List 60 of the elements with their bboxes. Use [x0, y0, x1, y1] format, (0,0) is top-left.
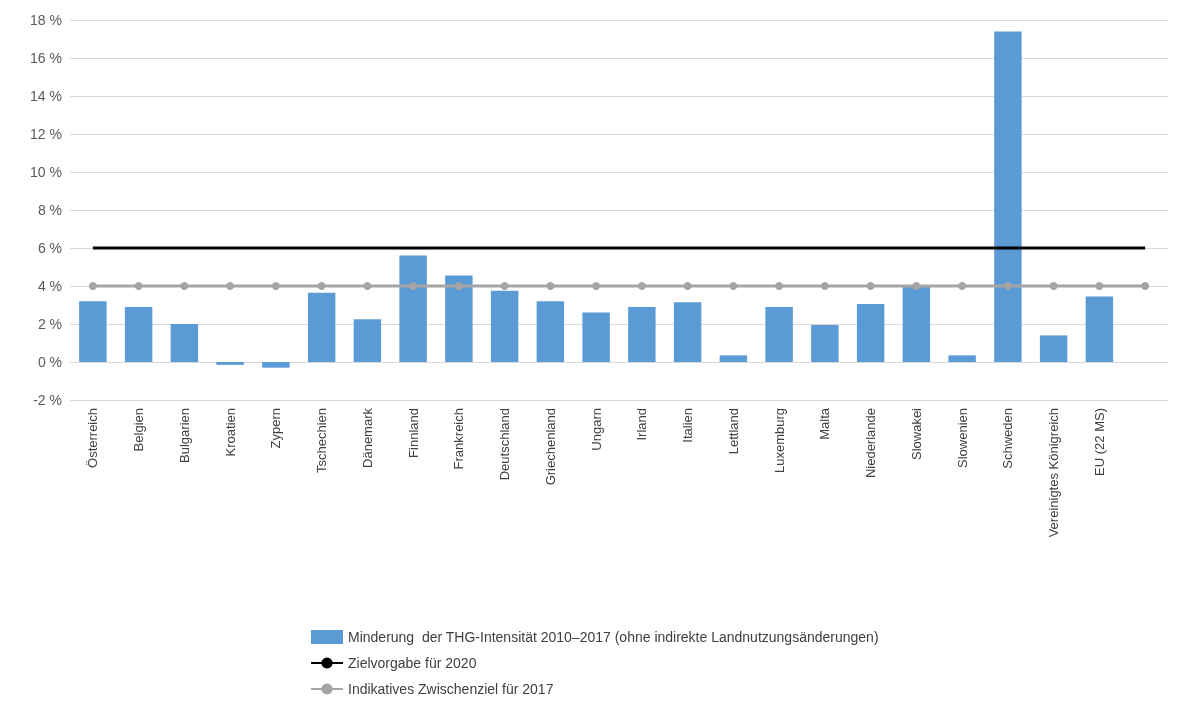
x-tick-label: Dänemark — [359, 407, 375, 468]
bar — [719, 355, 748, 362]
x-tick-label: Zypern — [268, 408, 284, 449]
bar — [1039, 335, 1068, 362]
x-tick-label: Italien — [680, 408, 696, 443]
y-tick-label: 2 % — [37, 316, 62, 332]
x-tick-label: Österreich — [85, 408, 101, 468]
bar — [124, 306, 153, 362]
x-tick-label: Vereinigtes Königreich — [1046, 408, 1062, 538]
x-tick-label: Bulgarien — [176, 408, 192, 463]
bar — [856, 304, 885, 362]
bar — [262, 362, 290, 368]
bar — [628, 306, 656, 362]
bar — [673, 302, 702, 362]
x-tick-label: Frankreich — [451, 408, 467, 470]
x-tick-label: Luxemburg — [771, 408, 787, 474]
x-tick-label: Malta — [817, 407, 833, 440]
bar — [353, 319, 382, 362]
bar — [79, 301, 107, 362]
y-tick-label: 18 % — [30, 12, 62, 28]
y-tick-label: 6 % — [37, 240, 62, 256]
x-tick-label: Finnland — [405, 408, 421, 458]
x-tick-label: Irland — [634, 408, 650, 441]
x-tick-label: Griechenland — [542, 408, 558, 486]
y-tick-label: 14 % — [30, 88, 62, 104]
legend-label: Zielvorgabe für 2020 — [348, 655, 477, 671]
y-tick-label: 4 % — [37, 278, 62, 294]
x-tick-label: Niederlande — [863, 408, 879, 479]
bar — [216, 362, 244, 365]
bar — [490, 290, 519, 362]
bar — [811, 324, 839, 362]
legend-label: Minderung der THG-Intensität 2010–2017 (ohne indirekte Landnutzungsänderungen) — [348, 629, 879, 645]
bar — [399, 255, 427, 362]
x-tick-label: Slowakei — [908, 407, 924, 461]
x-tick-label: Deutschland — [497, 408, 513, 481]
bar — [994, 31, 1022, 362]
bar — [170, 324, 199, 362]
bar — [765, 306, 793, 362]
bar — [536, 301, 565, 362]
x-tick-label: Belgien — [131, 408, 147, 452]
bar — [948, 355, 976, 362]
x-tick-label: Tschechien — [314, 408, 330, 474]
y-tick-label: 12 % — [30, 126, 62, 142]
y-tick-label: 0 % — [37, 354, 62, 370]
legend-label: Indikatives Zwischenziel für 2017 — [348, 681, 554, 697]
bar — [307, 292, 336, 362]
y-tick-label: 8 % — [37, 202, 62, 218]
x-tick-label: EU (22 MS) — [1091, 408, 1107, 476]
x-tick-label: Ungarn — [588, 408, 604, 451]
x-tick-label: Kroatien — [222, 408, 238, 457]
bar — [902, 286, 931, 362]
y-tick-label: -2 % — [33, 392, 62, 408]
x-tick-label: Lettland — [725, 408, 741, 455]
x-tick-label: Slowenien — [954, 408, 970, 468]
y-tick-label: 10 % — [30, 164, 62, 180]
y-tick-label: 16 % — [30, 50, 62, 66]
bar — [582, 312, 610, 362]
bar — [1085, 296, 1114, 362]
bar — [445, 275, 473, 362]
x-tick-label: Schweden — [1000, 408, 1016, 469]
